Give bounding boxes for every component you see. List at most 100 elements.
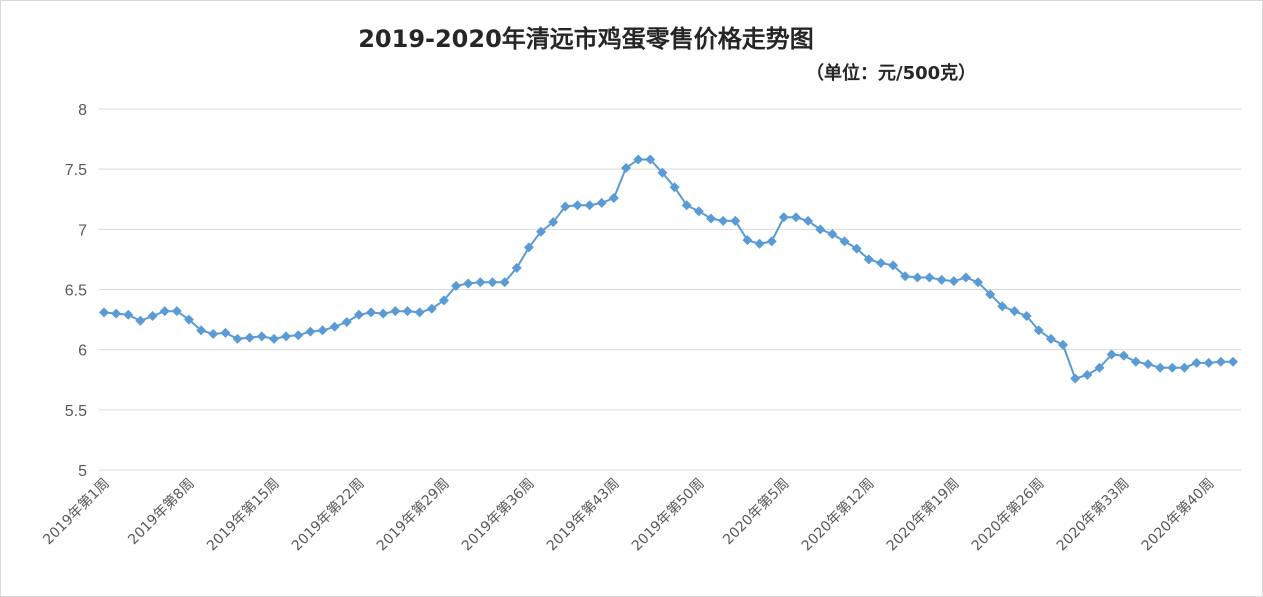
data-point (1130, 356, 1141, 367)
chart-title: 2019-2020年清远市鸡蛋零售价格走势图 (358, 25, 814, 53)
y-tick-label: 7.5 (65, 162, 87, 179)
data-point (183, 314, 194, 325)
y-tick-label: 5 (78, 463, 87, 480)
data-point (390, 306, 401, 317)
data-point (281, 331, 292, 342)
data-point (463, 278, 474, 289)
data-point (1106, 349, 1117, 360)
data-point (353, 309, 364, 320)
data-point (572, 200, 583, 211)
data-point (1082, 369, 1093, 380)
data-point (1070, 373, 1081, 384)
data-point (548, 217, 559, 228)
data-point (815, 224, 826, 235)
data-point (208, 329, 219, 340)
data-point (244, 332, 255, 343)
x-tick-label: 2020年第5周 (719, 475, 792, 548)
data-point (718, 215, 729, 226)
data-point (475, 277, 486, 288)
y-tick-label: 7 (78, 222, 87, 239)
data-point (1021, 310, 1032, 321)
data-point (1179, 362, 1190, 373)
data-point (803, 215, 814, 226)
data-point (147, 310, 158, 321)
x-tick-label: 2019年第15周 (203, 475, 283, 555)
data-point (523, 242, 534, 253)
data-point (196, 325, 207, 336)
data-point (754, 238, 765, 249)
data-point (973, 277, 984, 288)
x-tick-label: 2020年第26周 (968, 475, 1048, 555)
data-point (317, 325, 328, 336)
data-point (705, 213, 716, 224)
data-point (778, 212, 789, 223)
data-point (135, 315, 146, 326)
data-point (232, 333, 243, 344)
data-point (997, 301, 1008, 312)
data-point (220, 327, 231, 338)
data-point (1191, 357, 1202, 368)
data-point (936, 274, 947, 285)
x-tick-label: 2019年第8周 (125, 475, 198, 548)
data-point (1143, 359, 1154, 370)
data-point (657, 167, 668, 178)
data-point (1045, 333, 1056, 344)
x-axis-tick-labels: 2019年第1周 2019年第8周 2019年第15周 2019年第22周 2019年第… (40, 475, 1218, 555)
data-point (366, 307, 377, 318)
data-point (99, 307, 109, 318)
data-point (645, 154, 656, 165)
x-tick-label: 2019年第1周 (40, 475, 113, 548)
data-point (159, 306, 170, 317)
data-point (293, 330, 304, 341)
data-point (985, 289, 996, 300)
data-point (256, 331, 267, 342)
data-point (888, 260, 899, 271)
data-point (633, 154, 644, 165)
data-point (305, 326, 316, 337)
data-point (912, 272, 923, 283)
data-point (681, 200, 692, 211)
data-point (1058, 339, 1069, 350)
y-axis-tick-labels: 5 5.5 6 6.5 7 7.5 8 (65, 102, 87, 480)
data-point (1228, 356, 1238, 367)
data-point (111, 308, 122, 319)
data-point (438, 295, 449, 306)
data-point (536, 226, 547, 237)
data-point (499, 277, 510, 288)
y-tick-label: 8 (78, 102, 87, 119)
data-point (839, 236, 850, 247)
data-point (402, 306, 413, 317)
data-point (511, 262, 522, 273)
data-point (730, 215, 741, 226)
x-tick-label: 2019年第50周 (628, 475, 708, 555)
x-tick-label: 2019年第22周 (288, 475, 368, 555)
data-point (742, 235, 753, 246)
x-tick-label: 2020年第19周 (883, 475, 963, 555)
data-point (414, 307, 425, 318)
data-point (924, 272, 935, 283)
data-point (900, 271, 911, 282)
data-point (1009, 306, 1020, 317)
gridlines (99, 108, 1241, 471)
y-tick-label: 6.5 (65, 283, 87, 300)
data-point (268, 333, 279, 344)
data-point (827, 229, 838, 240)
data-point (584, 200, 595, 211)
data-point (171, 306, 182, 317)
data-point (1215, 356, 1226, 367)
data-point (1155, 362, 1166, 373)
y-tick-label: 5.5 (65, 403, 87, 420)
data-point (426, 303, 437, 314)
data-point (669, 182, 680, 193)
data-point (378, 308, 389, 319)
data-point (948, 276, 959, 287)
data-point (1167, 362, 1178, 373)
data-point (875, 258, 886, 269)
x-tick-label: 2019年第29周 (373, 475, 453, 555)
data-point (1203, 357, 1214, 368)
data-point (560, 201, 571, 212)
data-point (596, 197, 607, 208)
data-point (693, 206, 704, 217)
